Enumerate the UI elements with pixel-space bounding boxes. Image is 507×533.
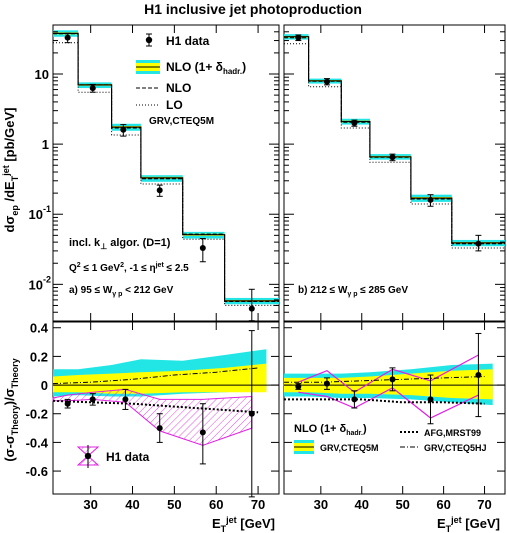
x-tick-label: 40 (355, 497, 369, 512)
y-tick-label: 10-1 (29, 204, 51, 222)
y-tick-label: 0.4 (30, 321, 49, 336)
panel-b-top-frame (283, 24, 506, 322)
nlo-hadr-histogram (284, 36, 505, 244)
legend-lo: LO (166, 98, 183, 112)
h1-rel-point (295, 383, 302, 390)
h1-data-point (323, 78, 330, 85)
lo-histogram (53, 42, 279, 306)
lo-histogram (284, 43, 505, 249)
data-syst-hatch (52, 388, 253, 446)
x-tick-label: 40 (125, 497, 139, 512)
grv-cteq5hj-line (284, 376, 485, 383)
h1-data-point (295, 34, 302, 41)
h1-rel-point (248, 410, 255, 417)
panel-b-label: b) 212 ≤ Wγ p ≤ 285 GeV (298, 285, 408, 298)
h1-rel-point (156, 425, 163, 432)
h1-rel-point (122, 396, 129, 403)
h1-rel-point (89, 396, 96, 403)
h1-data-point (199, 244, 206, 251)
cuts-annotation: Q2 ≤ 1 GeV2, -1 ≤ ηjet ≤ 2.5 (69, 262, 189, 274)
h1-data-point (351, 120, 358, 127)
panel-b-bottom-frame (283, 321, 506, 495)
x-axis-label-right: ETjet [GeV] (437, 515, 500, 533)
x-tick-label: 60 (209, 497, 223, 512)
x-tick-label: 30 (314, 497, 328, 512)
y-tick-label: 0.2 (30, 349, 48, 364)
h1-data-point (248, 305, 255, 312)
x-tick-label: 70 (251, 497, 265, 512)
data-syst-lower (298, 387, 479, 419)
y-tick-label: 10-2 (29, 274, 51, 292)
h1-rel-point (64, 400, 71, 407)
h1-data-point (427, 196, 434, 203)
bottom-y-axis-label: (σ-σTheory)/σTheory (2, 358, 20, 461)
y-tick-label: -0.4 (26, 435, 49, 450)
x-tick-label: 30 (83, 497, 97, 512)
x-tick-label: 70 (477, 497, 491, 512)
h1-rel-point (351, 396, 358, 403)
legend-data-marker-bottom (84, 452, 92, 460)
h1-data-point (475, 240, 482, 247)
axis-ticks: 10 1 10-1 10-2 0.4 0.2 0 -0.2 -0.4 -0.6 30 40 50 60 70… (26, 24, 505, 512)
legend-nlo-hadr: NLO (1+ δhadr.) (166, 60, 246, 76)
panel-a-label: a) 95 ≤ Wγ p < 212 GeV (69, 285, 174, 298)
top-legend: H1 data NLO (1+ δhadr.) NLO LO GRV,CTEQ5… (136, 33, 246, 127)
x-axis-label-left: ETjet [GeV] (212, 515, 275, 533)
legend-h1-data: H1 data (166, 34, 210, 48)
grv-cteq5hj-line (52, 367, 259, 385)
y-tick-label: -0.6 (26, 464, 48, 479)
h1-data-point (156, 187, 163, 194)
legend-nlo: NLO (166, 81, 191, 95)
y-tick-label: 0 (41, 378, 48, 393)
y-tick-label: 10 (35, 67, 49, 82)
legend-h1-data-bottom: H1 data (106, 450, 150, 464)
panel-a-bottom-frame (52, 321, 280, 495)
legend-grv-cteq5m: GRV,CTEQ5M (320, 443, 379, 453)
y-tick-label: -0.2 (26, 407, 48, 422)
y-tick-label: 1 (42, 137, 49, 152)
rel-band-yellow (284, 369, 493, 400)
h1-data-point (120, 126, 127, 133)
x-tick-label: 50 (167, 497, 181, 512)
h1-data-point (389, 154, 396, 161)
h1-rel-point (427, 396, 434, 403)
h1-rel-point (475, 372, 482, 379)
legend-pdf-label: GRV,CTEQ5M (149, 116, 214, 127)
legend-nlo-hadr-bottom: NLO (1+ δhadr.) (294, 423, 367, 437)
data-syst-upper (298, 354, 479, 393)
h1-data-point (89, 85, 96, 92)
panel-a-top-frame (52, 24, 280, 322)
afg-mrst99-line (52, 399, 259, 414)
nlo-histogram (284, 37, 505, 245)
h1-rel-point (199, 429, 206, 436)
h1-data-point (64, 34, 71, 41)
data-points (64, 32, 482, 498)
bottom-right-legend: NLO (1+ δhadr.) GRV,CTEQ5M AFG,MRST99 GR… (294, 423, 487, 454)
x-tick-label: 60 (436, 497, 450, 512)
legend-afg-mrst99: AFG,MRST99 (424, 428, 481, 438)
h1-rel-point (389, 376, 396, 383)
bottom-left-legend: H1 data (76, 445, 150, 468)
chart-title: H1 inclusive jet photoproduction (144, 1, 362, 17)
legend-grv-cteq5hj: GRV,CTEQ5HJ (424, 443, 487, 453)
h1-rel-point (323, 380, 330, 387)
top-y-axis-label: dσep /dETjet [pb/GeV] (1, 107, 20, 232)
legend-data-marker (145, 36, 153, 44)
algo-annotation: incl. k⊥ algor. (D=1) (69, 237, 171, 251)
rel-band-yellow (53, 363, 267, 394)
x-tick-label: 50 (395, 497, 409, 512)
